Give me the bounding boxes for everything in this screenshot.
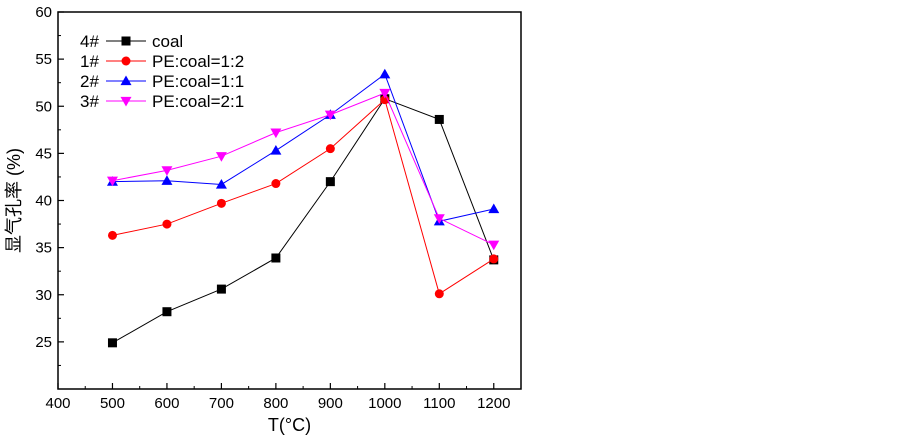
legend-item: 1# PE:coal=1:2 [80,52,244,71]
y-tick-label: 30 [35,287,52,304]
legend-item: 2# PE:coal=1:1 [80,72,244,91]
data-point-triangle-down [433,214,445,224]
legend-label: coal [152,32,183,51]
data-point-triangle-down [488,240,500,251]
legend-item: 3# PE:coal=2:1 [80,92,244,111]
x-tick-label: 1000 [368,395,401,412]
data-point-circle [216,198,226,208]
legend-id: 3# [80,92,99,111]
x-tick-label: 400 [45,395,70,412]
x-axis-label: T(°C) [268,415,311,435]
legend-id: 4# [80,32,99,51]
data-point-square [107,338,117,348]
legend-id: 1# [80,52,99,71]
x-tick-label: 1100 [423,395,455,412]
data-point-square [434,114,444,124]
y-tick-label: 40 [35,193,52,210]
series-pe-coal-1-2 [107,95,499,299]
legend-id: 2# [80,72,99,91]
x-tick-label: 800 [263,395,288,412]
data-point-square [271,253,281,263]
y-tick-label: 35 [35,240,52,257]
data-point-triangle-up [120,75,132,86]
data-point-triangle-down [215,152,227,162]
y-tick-label: 25 [35,334,52,351]
data-point-square [121,36,131,46]
series-pe-coal-2-1 [106,88,500,251]
data-point-circle [434,289,444,299]
legend-label: PE:coal=2:1 [152,92,244,111]
data-point-triangle-down [161,166,173,176]
data-point-circle [271,179,281,189]
data-point-triangle-up [488,203,500,214]
data-point-triangle-down [270,128,282,139]
data-point-triangle-up [215,178,227,189]
legend: 4# coal 1# PE:coal=1:2 2# PE:coal=1:1 3# PE:coa… [80,32,244,111]
data-point-circle [162,219,172,229]
data-point-circle [107,230,117,240]
data-point-triangle-down [106,176,118,187]
x-tick-label: 900 [318,395,343,412]
data-point-circle [325,144,335,154]
series-line [112,98,495,344]
data-point-triangle-down [120,96,132,107]
data-point-triangle-up [379,68,391,79]
x-tick-label: 600 [154,395,179,412]
legend-item: 4# coal [80,32,183,51]
data-point-triangle-down [324,110,336,121]
legend-label: PE:coal=1:2 [152,52,244,71]
y-axis-label: 显气孔率 (%) [4,148,24,253]
y-tick-label: 50 [35,98,52,115]
plot-frame [57,11,522,390]
y-tick-label: 45 [35,145,52,162]
y-tick-label: 55 [35,51,52,68]
data-point-square [325,177,335,187]
axis-ticks: 400 500 600 700 800 900 1000 1100 1200 25 30 35 40 45… [35,4,510,412]
series-line [112,98,495,295]
data-point-square [162,307,172,317]
series-line [112,92,494,246]
data-point-circle [489,254,499,264]
x-tick-label: 700 [209,395,234,412]
x-tick-label: 1200 [477,395,510,412]
plot-area [57,11,522,390]
y-tick-label: 60 [35,4,52,21]
x-tick-label: 500 [100,395,125,412]
data-point-circle [121,56,131,66]
data-point-triangle-down [379,88,391,99]
data-point-square [216,284,226,294]
series-group [106,68,500,348]
data-point-triangle-up [161,175,173,185]
legend-label: PE:coal=1:1 [152,72,244,91]
data-point-triangle-up [270,145,282,155]
